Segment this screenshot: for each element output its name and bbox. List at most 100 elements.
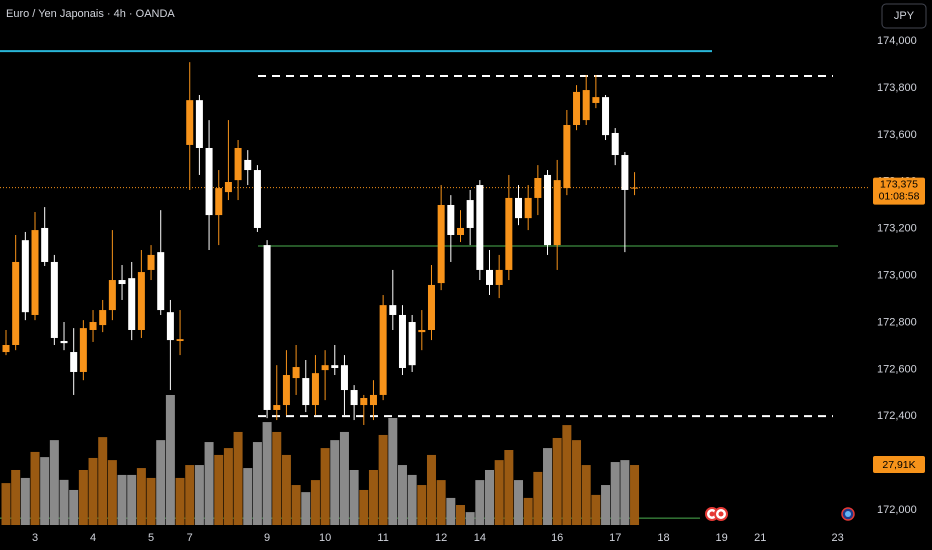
volume-bar: [465, 512, 475, 525]
volume-bar: [88, 457, 98, 525]
volume-bar: [243, 468, 253, 525]
candle-body: [224, 181, 232, 193]
volume-bar: [69, 489, 79, 525]
x-tick-label: 4: [90, 532, 96, 544]
volume-bar: [610, 462, 620, 525]
candle-body: [302, 378, 310, 406]
volume-bar: [78, 469, 88, 525]
candle-body: [447, 204, 455, 236]
x-tick-label: 23: [831, 532, 843, 544]
x-tick-label: 17: [609, 532, 621, 544]
candle-body: [31, 230, 39, 315]
candle-body: [70, 352, 78, 372]
candle-body: [398, 314, 406, 368]
volume-bar: [630, 465, 640, 525]
candle-body: [495, 269, 503, 285]
volume-bar: [359, 489, 369, 525]
candle-body: [466, 200, 474, 228]
event-marker-dot: [718, 511, 724, 517]
candle-body: [456, 227, 464, 236]
volume-bar: [533, 471, 543, 525]
volume-bar: [494, 460, 504, 525]
candle-body: [321, 365, 329, 371]
candle-body: [215, 188, 223, 216]
volume-bar: [543, 448, 553, 525]
volume-bar: [407, 474, 417, 525]
volume-bar: [98, 437, 108, 525]
volume-bar: [262, 422, 272, 525]
volume-bar: [581, 465, 591, 525]
candle-body: [12, 261, 20, 346]
x-tick-label: 5: [148, 532, 154, 544]
candle-body: [147, 254, 155, 270]
candle-body: [263, 245, 271, 410]
candle-body: [515, 197, 523, 219]
volume-box: [873, 456, 925, 474]
volume-bar: [30, 451, 40, 525]
volume-bar: [620, 460, 630, 525]
candle-body: [437, 204, 445, 284]
x-tick-label: 9: [264, 532, 270, 544]
last-price-box: [873, 177, 925, 205]
currency[interactable]: JPY: [894, 10, 915, 22]
candle-body: [611, 132, 619, 156]
x-tick-label: 16: [551, 532, 563, 544]
volume-bar: [11, 469, 21, 525]
volume-bar: [562, 425, 572, 525]
candle-body: [79, 328, 87, 372]
candle-body: [573, 91, 581, 126]
candle-body: [60, 341, 68, 344]
candle-body: [340, 365, 348, 391]
volume-bar: [20, 477, 30, 525]
volume-bar: [127, 474, 137, 525]
volume-bar: [281, 454, 291, 525]
volume-bar: [320, 448, 330, 525]
volume-bar: [388, 417, 398, 525]
candle-body: [128, 278, 136, 330]
candle-body: [505, 197, 513, 270]
volume-bar: [107, 460, 117, 525]
candle-body: [331, 365, 339, 368]
y-tick-label: 172,800: [877, 316, 917, 328]
event-marker-dot: [709, 511, 715, 517]
volume-bar: [117, 474, 127, 525]
candle-body: [2, 345, 10, 353]
y-tick-label: 172,600: [877, 363, 917, 375]
candles: [2, 62, 639, 425]
volume-bar: [397, 465, 407, 525]
candle-body: [292, 367, 300, 379]
candle-body: [137, 272, 145, 330]
volume-bar: [310, 480, 320, 525]
candle-body: [592, 97, 600, 103]
volume-bar: [40, 457, 50, 525]
volume-pane: [1, 395, 640, 525]
volume-bar: [572, 440, 582, 525]
event-marker-dot: [845, 511, 851, 517]
currency-button[interactable]: [881, 3, 927, 29]
volume-bar: [1, 483, 11, 525]
volume-bar: [330, 440, 340, 525]
time-axis: 3 4 5 7 9 10 11 12 14 16 17 18 19 21 23: [32, 532, 844, 544]
candle-body: [186, 100, 194, 145]
x-tick-label: 19: [715, 532, 727, 544]
y-tick-label: 173,600: [877, 129, 917, 141]
volume-bar: [204, 442, 214, 525]
candle-body: [408, 322, 416, 366]
candle-body: [311, 373, 319, 406]
candle-body: [195, 100, 203, 148]
x-tick-label: 3: [32, 532, 38, 544]
x-tick-label: 21: [754, 532, 766, 544]
candle-body: [631, 187, 639, 189]
candle-body: [166, 312, 174, 341]
volume-bar: [504, 450, 514, 525]
y-tick-label: 173,000: [877, 269, 917, 281]
x-tick-label: 10: [319, 532, 331, 544]
candle-body: [534, 178, 542, 198]
candle-body: [369, 394, 377, 406]
volume-bar: [426, 454, 436, 525]
candle-body: [524, 197, 532, 219]
candle-body: [350, 390, 358, 406]
